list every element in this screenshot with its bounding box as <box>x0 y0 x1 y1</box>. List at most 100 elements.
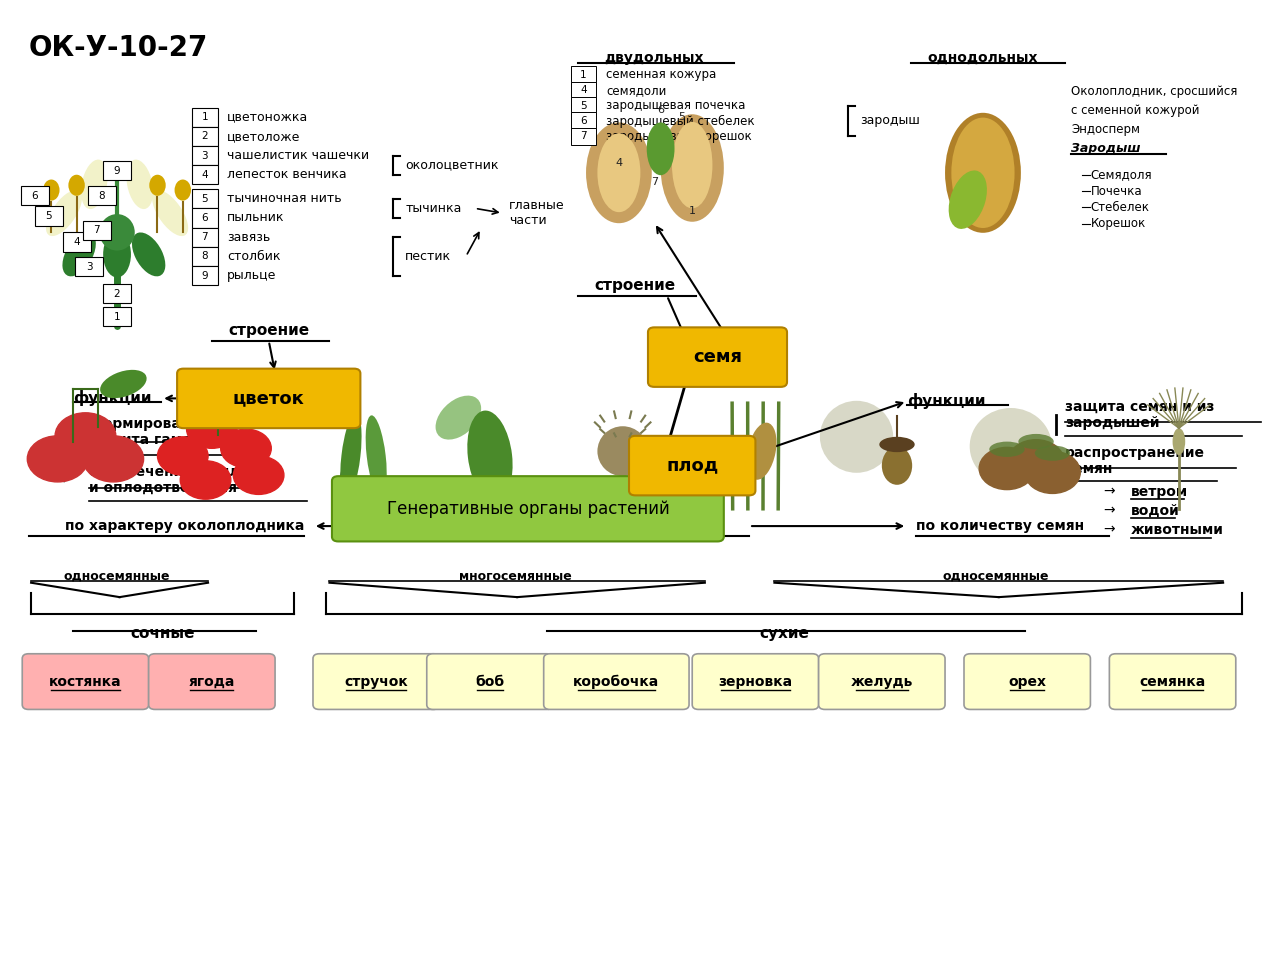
FancyBboxPatch shape <box>76 257 104 276</box>
Text: Семядоля: Семядоля <box>1091 168 1152 181</box>
Text: 8: 8 <box>99 191 105 201</box>
Text: зародышевый корешок: зародышевый корешок <box>607 130 753 143</box>
Text: →: → <box>1103 485 1115 498</box>
Circle shape <box>180 461 230 499</box>
FancyBboxPatch shape <box>104 307 131 326</box>
Text: функции: функции <box>73 391 151 406</box>
FancyBboxPatch shape <box>628 436 755 495</box>
Ellipse shape <box>1019 434 1053 449</box>
Ellipse shape <box>366 416 387 496</box>
Text: →: → <box>54 472 67 488</box>
Text: 4: 4 <box>616 158 622 168</box>
Text: Генеративные органы растений: Генеративные органы растений <box>387 500 669 517</box>
Text: чашелистик чашечки: чашелистик чашечки <box>227 149 369 162</box>
Text: односемянные: односемянные <box>64 569 170 583</box>
Text: 1: 1 <box>580 70 586 80</box>
Ellipse shape <box>1172 428 1185 455</box>
Text: ягода: ягода <box>188 675 236 688</box>
Text: 3: 3 <box>86 262 92 272</box>
Text: столбик: столбик <box>227 250 280 263</box>
Text: 5: 5 <box>580 101 586 110</box>
Ellipse shape <box>467 411 512 501</box>
Text: 9: 9 <box>201 271 209 280</box>
Ellipse shape <box>948 171 987 228</box>
FancyBboxPatch shape <box>35 206 63 226</box>
FancyBboxPatch shape <box>104 284 131 303</box>
Ellipse shape <box>44 180 60 201</box>
FancyBboxPatch shape <box>192 127 218 146</box>
Text: функции: функции <box>908 394 986 409</box>
Ellipse shape <box>660 114 723 222</box>
Text: строение: строение <box>595 277 676 293</box>
Text: тычиночная нить: тычиночная нить <box>227 192 342 205</box>
Ellipse shape <box>586 123 652 224</box>
Circle shape <box>979 447 1034 490</box>
Text: ветром: ветром <box>1130 485 1188 498</box>
Text: по характеру околоплодника: по характеру околоплодника <box>65 519 305 533</box>
Ellipse shape <box>748 422 777 480</box>
Text: Почечка: Почечка <box>1091 184 1142 198</box>
Circle shape <box>55 413 115 459</box>
Text: односемянные: односемянные <box>942 569 1048 583</box>
Ellipse shape <box>68 175 84 196</box>
Ellipse shape <box>970 408 1052 485</box>
Text: водой: водой <box>1130 504 1180 517</box>
FancyBboxPatch shape <box>104 161 131 180</box>
Text: рыльце: рыльце <box>227 269 276 282</box>
Text: коробочка: коробочка <box>573 675 659 688</box>
Circle shape <box>220 429 271 468</box>
Text: костянка: костянка <box>49 675 122 688</box>
Text: цветок: цветок <box>233 390 305 407</box>
Text: 1: 1 <box>114 312 120 322</box>
Text: зародышевый стебелек: зародышевый стебелек <box>607 114 755 128</box>
Text: 2: 2 <box>114 289 120 299</box>
Text: 7: 7 <box>580 132 586 141</box>
Text: по количеству семян: по количеству семян <box>916 519 1084 533</box>
Ellipse shape <box>63 232 96 276</box>
Text: 3: 3 <box>201 151 209 160</box>
Ellipse shape <box>100 214 134 251</box>
Text: 7: 7 <box>201 232 209 242</box>
Text: 2: 2 <box>201 132 209 141</box>
Text: пестик: пестик <box>406 250 452 263</box>
Text: →: → <box>54 426 67 442</box>
FancyBboxPatch shape <box>192 165 218 184</box>
Ellipse shape <box>127 159 154 209</box>
FancyBboxPatch shape <box>192 228 218 247</box>
Ellipse shape <box>150 175 165 196</box>
Ellipse shape <box>646 123 675 176</box>
Text: цветоложе: цветоложе <box>227 130 301 143</box>
Text: двудольных: двудольных <box>604 51 704 64</box>
Ellipse shape <box>229 380 271 401</box>
Text: формирование и
защита гамет: формирование и защита гамет <box>90 417 224 447</box>
Text: сухие: сухие <box>759 626 809 641</box>
FancyBboxPatch shape <box>819 654 945 709</box>
Text: 5: 5 <box>678 112 686 122</box>
Text: классификация: классификация <box>566 518 704 534</box>
FancyBboxPatch shape <box>692 654 819 709</box>
FancyBboxPatch shape <box>544 654 689 709</box>
Text: Эндосперм: Эндосперм <box>1071 123 1140 136</box>
Text: лепесток венчика: лепесток венчика <box>227 168 347 181</box>
Text: семя: семя <box>692 348 742 366</box>
Text: →: → <box>1103 523 1115 537</box>
Text: желудь: желудь <box>851 675 913 688</box>
Ellipse shape <box>882 446 913 485</box>
FancyBboxPatch shape <box>63 232 91 252</box>
FancyBboxPatch shape <box>192 247 218 266</box>
Ellipse shape <box>100 370 147 398</box>
Text: 6: 6 <box>201 213 209 223</box>
Circle shape <box>83 436 143 482</box>
Text: 9: 9 <box>114 166 120 176</box>
FancyBboxPatch shape <box>571 66 596 84</box>
Text: Корешок: Корешок <box>1091 217 1146 230</box>
Ellipse shape <box>879 437 915 452</box>
Text: защита семян и из
зародышей: защита семян и из зародышей <box>1065 399 1215 430</box>
FancyBboxPatch shape <box>964 654 1091 709</box>
Ellipse shape <box>435 396 481 440</box>
Text: обеспечение опыления
и оплодотворения: обеспечение опыления и оплодотворения <box>90 465 276 495</box>
Text: ОК-У-10-27: ОК-У-10-27 <box>28 34 207 61</box>
Text: →: → <box>1103 504 1115 517</box>
FancyBboxPatch shape <box>571 112 596 130</box>
Ellipse shape <box>174 180 191 201</box>
